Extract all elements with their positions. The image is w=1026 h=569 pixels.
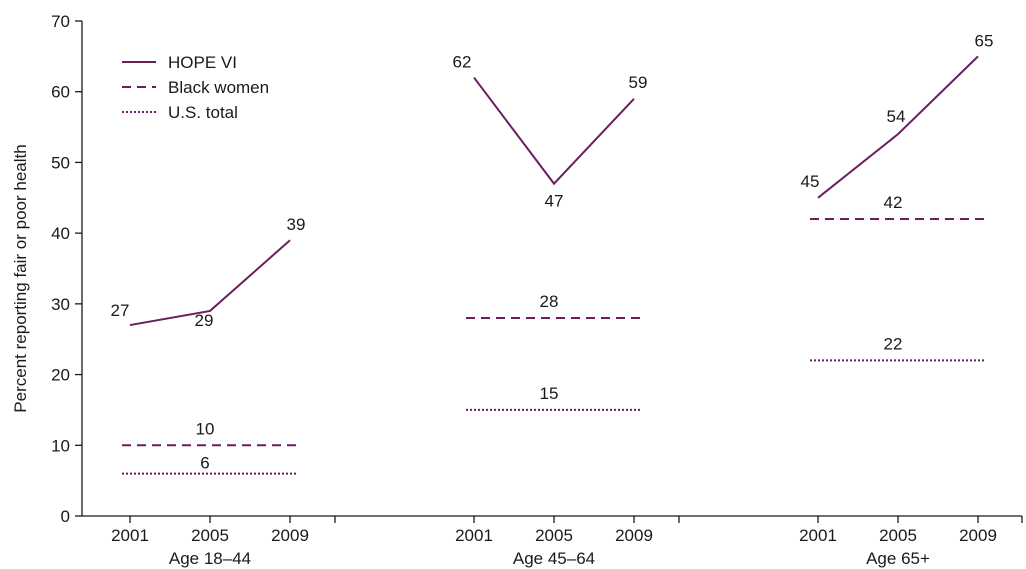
group-label: Age 45–64 bbox=[513, 549, 595, 568]
x-tick-label: 2009 bbox=[959, 526, 997, 545]
y-tick-label: 50 bbox=[51, 153, 70, 172]
data-label: 59 bbox=[629, 73, 648, 92]
data-label: 28 bbox=[540, 292, 559, 311]
x-tick-label: 2009 bbox=[615, 526, 653, 545]
data-label: 6 bbox=[200, 454, 209, 473]
legend-label: Black women bbox=[168, 78, 269, 97]
x-tick-label: 2005 bbox=[879, 526, 917, 545]
legend: HOPE VI Black women U.S. total bbox=[122, 53, 269, 122]
y-tick-label: 70 bbox=[51, 12, 70, 31]
series-line bbox=[473, 76, 635, 186]
series-layer bbox=[122, 55, 984, 475]
x-tick-label: 2009 bbox=[271, 526, 309, 545]
data-label: 15 bbox=[540, 384, 559, 403]
y-tick-label: 10 bbox=[51, 436, 70, 455]
y-tick-label: 0 bbox=[61, 507, 70, 526]
series-line bbox=[817, 55, 979, 199]
group-label: Age 65+ bbox=[866, 549, 930, 568]
data-label: 45 bbox=[801, 172, 820, 191]
legend-label: U.S. total bbox=[168, 103, 238, 122]
x-tick-label: 2005 bbox=[191, 526, 229, 545]
series-line bbox=[129, 239, 291, 327]
data-label: 62 bbox=[453, 53, 472, 72]
data-label: 47 bbox=[545, 192, 564, 211]
data-label: 22 bbox=[884, 334, 903, 353]
y-tick-label: 60 bbox=[51, 83, 70, 102]
y-tick-label: 30 bbox=[51, 295, 70, 314]
data-label: 65 bbox=[975, 31, 994, 50]
y-tick-label: 20 bbox=[51, 366, 70, 385]
group-label: Age 18–44 bbox=[169, 549, 251, 568]
data-label: 39 bbox=[287, 215, 306, 234]
data-label: 10 bbox=[196, 419, 215, 438]
data-label: 27 bbox=[111, 301, 130, 320]
x-tick-label: 2001 bbox=[111, 526, 149, 545]
x-tick-label: 2001 bbox=[455, 526, 493, 545]
data-label: 54 bbox=[887, 107, 906, 126]
data-labels: 27 29 39 62 47 59 45 54 65 10 28 42 6 15 22 bbox=[111, 31, 994, 472]
y-axis-title: Percent reporting fair or poor health bbox=[11, 144, 30, 412]
x-tick-label: 2005 bbox=[535, 526, 573, 545]
data-label: 42 bbox=[884, 193, 903, 212]
axes: 0 10 20 30 40 50 60 70 Percent reporting fair or… bbox=[11, 12, 1023, 568]
legend-label: HOPE VI bbox=[168, 53, 237, 72]
x-tick-label: 2001 bbox=[799, 526, 837, 545]
y-tick-label: 40 bbox=[51, 224, 70, 243]
data-label: 29 bbox=[195, 311, 214, 330]
